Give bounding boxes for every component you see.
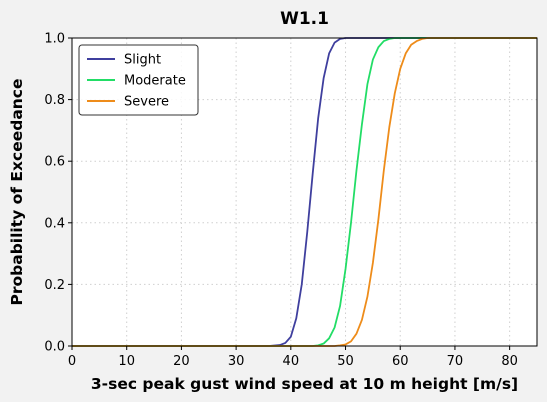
y-tick-label: 0.6 [44,155,65,170]
x-tick-label: 20 [173,354,190,369]
x-tick-label: 30 [228,354,245,369]
y-tick-label: 1.0 [44,32,65,47]
legend-label-moderate: Moderate [124,74,186,89]
series-layer [72,37,537,347]
series-line-slight [72,37,537,347]
y-axis-label: Probability of Exceedance [8,78,26,305]
x-tick-label: 70 [447,354,464,369]
series-line-severe [72,37,537,347]
x-tick-label: 0 [68,354,76,369]
x-tick-label: 60 [392,354,409,369]
x-axis-label: 3-sec peak gust wind speed at 10 m heigh… [91,375,518,393]
legend: Slight Moderate Severe [78,44,199,116]
x-tick-label: 50 [337,354,354,369]
chart-title: W1.1 [280,9,329,29]
tick-layer: 0 10 20 30 40 50 60 70 80 0.0 0.2 0.4 0.6 0.8 1.0 [44,32,518,370]
legend-box [78,44,199,116]
legend-label-severe: Severe [124,95,169,110]
plot-frame [71,37,538,347]
y-tick-label: 0.4 [44,216,65,231]
x-tick-label: 40 [283,354,300,369]
y-tick-label: 0.0 [44,340,65,355]
x-tick-label: 80 [501,354,518,369]
series-line-moderate [72,37,537,347]
y-tick-label: 0.2 [44,278,65,293]
grid-layer [72,38,537,346]
x-tick-label: 10 [118,354,135,369]
y-tick-label: 0.8 [44,93,65,108]
legend-label-slight: Slight [124,53,161,68]
